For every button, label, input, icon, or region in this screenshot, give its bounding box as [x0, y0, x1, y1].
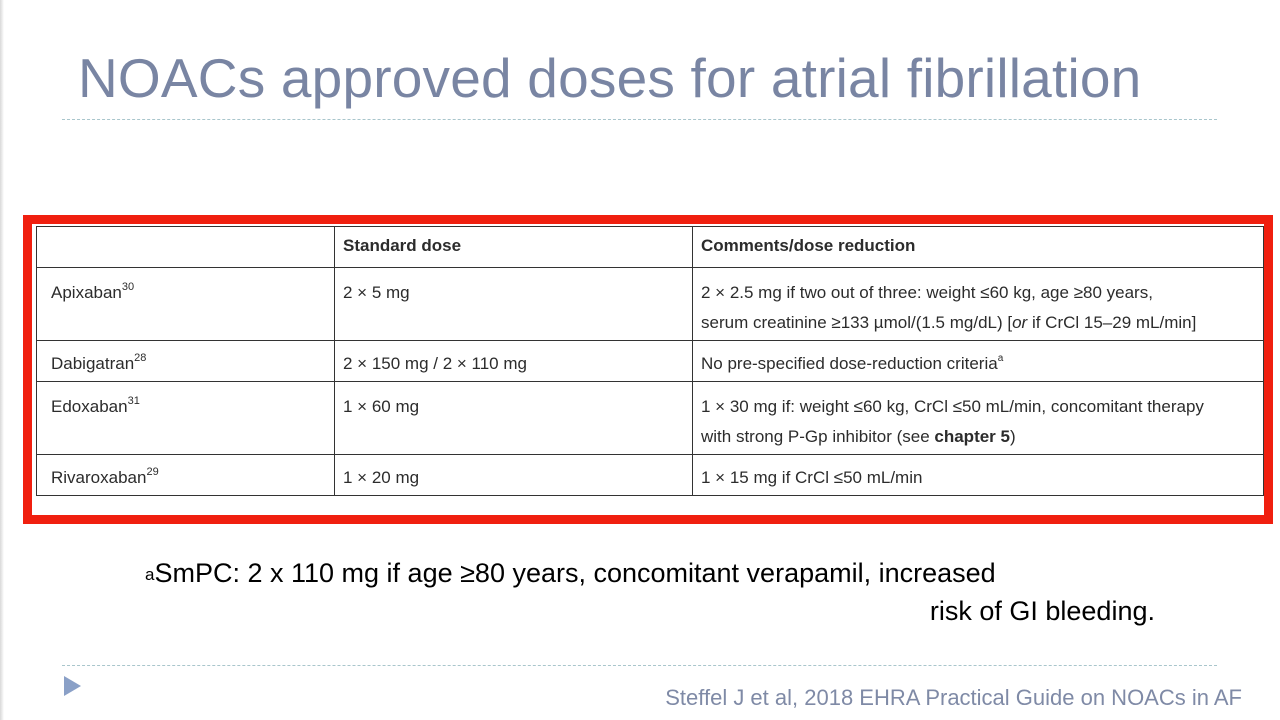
- reference-mark: 30: [121, 281, 135, 293]
- table-row-edoxaban: Edoxaban31 1 × 60 mg 1 × 30 mg if: weigh…: [36, 381, 1264, 455]
- footnote-mark: a: [997, 353, 1004, 364]
- comments-italic: or: [1012, 313, 1028, 332]
- footnote-text: SmPC: 2 x 110 mg if age ≥80 years, conco…: [154, 558, 996, 588]
- comments-line-2: serum creatinine ≥133 µmol/(1.5 mg/dL) […: [701, 308, 1255, 338]
- table-header-row: Standard dose Comments/dose reduction: [36, 226, 1264, 268]
- slide-left-edge: [0, 0, 4, 720]
- standard-dose-cell: 1 × 60 mg: [334, 381, 693, 455]
- reference-mark: 31: [127, 395, 140, 407]
- header-standard-dose: Standard dose: [334, 226, 693, 268]
- reference-mark: 28: [134, 352, 147, 364]
- comments-text: serum creatinine ≥133 µmol/(1.5 mg/dL) [: [701, 313, 1013, 332]
- comments-text: No pre-specified dose-reduction criteria: [701, 354, 998, 373]
- drug-name: Edoxaban: [51, 397, 128, 416]
- drug-cell: Apixaban30: [36, 267, 335, 341]
- comments-cell: 1 × 30 mg if: weight ≤60 kg, CrCl ≤50 mL…: [692, 381, 1264, 455]
- footnote-mark: a: [145, 565, 155, 584]
- header-drug: [36, 226, 335, 268]
- table-row-rivaroxaban: Rivaroxaban29 1 × 20 mg 1 × 15 mg if CrC…: [36, 454, 1264, 496]
- comments-text: ): [1009, 427, 1016, 446]
- comments-cell: 1 × 15 mg if CrCl ≤50 mL/min: [692, 454, 1264, 496]
- play-triangle-icon[interactable]: [64, 676, 81, 696]
- dose-table: Standard dose Comments/dose reduction Ap…: [36, 226, 1264, 496]
- header-comments: Comments/dose reduction: [692, 226, 1264, 268]
- footnote-line-2: risk of GI bleeding.: [929, 596, 1155, 626]
- comments-bold: chapter 5: [934, 427, 1010, 446]
- drug-cell: Edoxaban31: [36, 381, 335, 455]
- drug-cell: Dabigatran28: [36, 340, 335, 382]
- comments-line-1: 1 × 30 mg if: weight ≤60 kg, CrCl ≤50 mL…: [701, 397, 1204, 416]
- table-row-apixaban: Apixaban30 2 × 5 mg 2 × 2.5 mg if two ou…: [36, 267, 1264, 341]
- comments-cell: 2 × 2.5 mg if two out of three: weight ≤…: [692, 267, 1264, 341]
- drug-name: Apixaban: [51, 283, 122, 302]
- title-divider: [62, 119, 1217, 120]
- comments-text: if CrCl 15–29 mL/min]: [1027, 313, 1197, 332]
- comments-line-2: with strong P-Gp inhibitor (see chapter …: [701, 422, 1255, 452]
- footnote: aSmPC: 2 x 110 mg if age ≥80 years, conc…: [145, 554, 1155, 630]
- table-highlight-frame: Standard dose Comments/dose reduction Ap…: [23, 215, 1273, 524]
- footer-divider: [62, 665, 1217, 666]
- slide-title: NOACs approved doses for atrial fibrilla…: [78, 47, 1142, 109]
- comments-line-1: 2 × 2.5 mg if two out of three: weight ≤…: [701, 283, 1153, 302]
- comments-text: with strong P-Gp inhibitor (see: [701, 427, 935, 446]
- footnote-line-1: aSmPC: 2 x 110 mg if age ≥80 years, conc…: [145, 554, 1155, 592]
- reference-mark: 29: [146, 466, 159, 478]
- drug-name: Rivaroxaban: [51, 468, 147, 487]
- standard-dose-cell: 2 × 5 mg: [334, 267, 693, 341]
- drug-cell: Rivaroxaban29: [36, 454, 335, 496]
- standard-dose-cell: 1 × 20 mg: [334, 454, 693, 496]
- comments-cell: No pre-specified dose-reduction criteria…: [692, 340, 1264, 382]
- standard-dose-cell: 2 × 150 mg / 2 × 110 mg: [334, 340, 693, 382]
- citation: Steffel J et al, 2018 EHRA Practical Gui…: [665, 685, 1242, 710]
- table-row-dabigatran: Dabigatran28 2 × 150 mg / 2 × 110 mg No …: [36, 340, 1264, 382]
- drug-name: Dabigatran: [51, 354, 135, 373]
